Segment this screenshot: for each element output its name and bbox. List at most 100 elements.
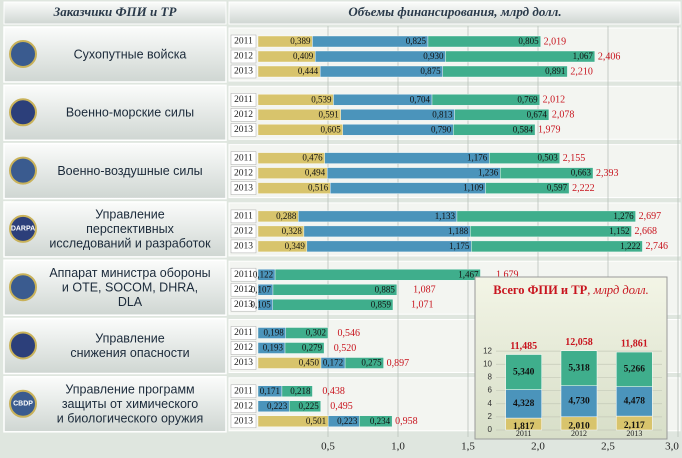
total-label: 0,520 [334, 343, 357, 354]
year-box [230, 341, 257, 355]
segment-label: 0,674 [527, 109, 548, 119]
segment-label: 1,188 [448, 226, 469, 236]
segment-label: 0,885 [375, 284, 396, 294]
total-label: 0,438 [322, 386, 345, 397]
year-box [230, 326, 257, 340]
segment-label: 1,175 [449, 241, 470, 251]
year-label: 2012 [234, 52, 253, 62]
bar-segment [330, 182, 486, 194]
segment-label: 0,172 [323, 358, 343, 368]
segment-label: 0,494 [305, 168, 326, 178]
inset-total-label: 11,485 [510, 341, 537, 352]
segment-label: 0,107 [251, 284, 272, 294]
bar-segment [272, 299, 394, 311]
bar-segment [359, 415, 393, 427]
x-tick-label: 2,0 [531, 441, 545, 453]
group-label: исследований и разработок [49, 237, 211, 251]
inset-x-tick-label: 2012 [571, 429, 587, 438]
segment-label: 0,805 [518, 36, 539, 46]
segment-label: 0,790 [431, 124, 452, 134]
segment-label: 0,476 [302, 153, 323, 163]
total-label: 2,155 [563, 153, 586, 164]
x-tick-label: 3,0 [665, 441, 679, 453]
bar-segment [344, 357, 384, 369]
total-label: 0,897 [387, 358, 410, 369]
year-box [230, 414, 257, 429]
group-label: Управление программ [65, 383, 194, 397]
segment-label: 0,223 [267, 401, 288, 411]
segment-label: 0,825 [406, 36, 427, 46]
total-label: 0,958 [395, 416, 418, 427]
group-card [3, 317, 227, 375]
bar-segment [298, 210, 458, 223]
bar-segment [456, 210, 636, 223]
segment-label: 1,467 [458, 269, 479, 279]
inset-y-tick-label: 4 [488, 399, 493, 408]
group-label: Управление [95, 332, 165, 346]
year-box [230, 297, 257, 312]
year-label: 2012 [234, 168, 253, 178]
segment-label: 0,450 [299, 358, 320, 368]
segment-label: 0,503 [537, 153, 558, 163]
year-box [230, 239, 257, 254]
year-label: 2013 [234, 67, 253, 77]
inset-segment-label: 4,478 [624, 397, 646, 407]
total-label: 1,979 [538, 125, 561, 136]
year-box [230, 384, 257, 399]
bar-segment [453, 124, 536, 136]
group-label: перспективных [86, 222, 174, 236]
bar-segment [470, 225, 632, 238]
group-logo [9, 273, 37, 302]
year-label: 2013 [234, 183, 253, 193]
year-label: 2013 [234, 300, 253, 310]
group-logo [9, 98, 37, 127]
year-box [230, 49, 257, 64]
total-label: 0,546 [337, 328, 360, 339]
segment-label: 0,349 [285, 241, 306, 251]
segment-label: 0,225 [298, 401, 319, 411]
inset-segment-label: 2,010 [568, 422, 590, 432]
total-label: 2,012 [543, 95, 566, 106]
group-card [3, 201, 227, 258]
header-left-bg [3, 1, 227, 25]
total-label: 2,019 [544, 36, 567, 47]
year-box [230, 64, 257, 79]
group-label: и биологического оружия [57, 412, 203, 426]
bar-segment [485, 182, 570, 194]
bar-segment [289, 400, 321, 412]
segment-label: 1,276 [613, 211, 634, 221]
logo-text: DARPA [11, 226, 35, 233]
inset-total-label: 11,861 [621, 338, 648, 349]
year-label: 2011 [234, 212, 253, 222]
inset-total-label: 12,058 [565, 337, 593, 348]
bar-segment [324, 152, 490, 164]
total-label: 2,697 [639, 211, 662, 222]
bar-segment [281, 385, 313, 397]
segment-label: 0,328 [282, 226, 303, 236]
segment-label: 0,279 [302, 343, 323, 353]
segment-label: 0,193 [263, 343, 284, 353]
group-logo [9, 214, 37, 243]
x-tick-label: 1,0 [391, 441, 405, 453]
segment-label: 0,584 [513, 124, 534, 134]
total-label: 2,393 [596, 168, 619, 179]
year-box [230, 151, 257, 165]
year-label: 2011 [234, 153, 253, 163]
group-label: Управление [95, 208, 165, 222]
group-card [3, 259, 227, 316]
year-box [230, 166, 257, 180]
group-logo [9, 331, 37, 360]
total-label: 1,087 [413, 284, 436, 295]
segment-label: 0,444 [298, 66, 319, 76]
year-label: 2013 [234, 416, 253, 426]
segment-label: 0,389 [290, 36, 311, 46]
segment-label: 0,288 [276, 211, 297, 221]
segment-label: 0,813 [432, 109, 453, 119]
inset-y-tick-label: 10 [483, 359, 492, 368]
bar-segment [500, 167, 594, 179]
group-card [3, 84, 227, 142]
year-box [230, 356, 257, 370]
bar-segment [272, 284, 398, 296]
segment-label: 0,516 [308, 183, 329, 193]
